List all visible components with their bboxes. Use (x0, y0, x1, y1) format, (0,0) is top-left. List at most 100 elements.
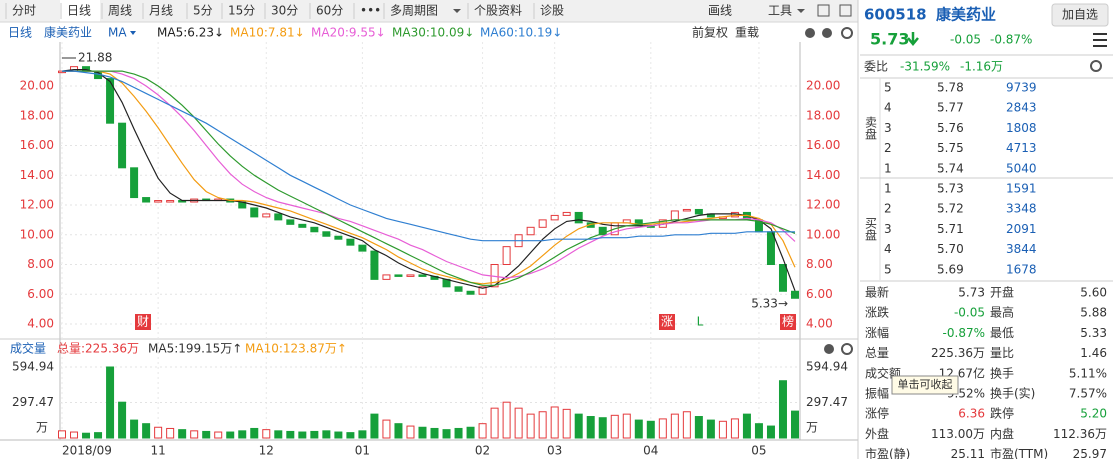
y-tick-label-right: 10.00 (806, 227, 840, 241)
zoom-in[interactable] (805, 28, 815, 38)
tool-draw[interactable]: 画线 (708, 4, 732, 18)
stat-value: 25.97 (1073, 447, 1107, 459)
y-tick-label: 594.94 (12, 360, 54, 374)
tab[interactable]: 5分 (193, 4, 213, 18)
settings[interactable] (841, 27, 853, 39)
book-volume: 1591 (1006, 182, 1037, 196)
adjust[interactable]: 前复权 (692, 25, 728, 40)
ratio-label: 委比 (864, 60, 888, 74)
event-label[interactable]: 榜 (782, 314, 794, 329)
volume-bar (322, 430, 331, 439)
candle (250, 207, 259, 218)
volume-bar (646, 420, 655, 439)
tool-tools[interactable]: 工具 (768, 4, 792, 18)
tab[interactable]: 周线 (108, 4, 132, 18)
volume-bar (526, 413, 535, 439)
event-label[interactable]: 财 (137, 315, 149, 329)
y-tick-label-right: 12.00 (806, 198, 840, 212)
volume-bar (274, 430, 283, 439)
volume-bar (466, 426, 475, 439)
candle (298, 223, 307, 228)
watch-button[interactable] (1051, 3, 1109, 27)
stat-value: 1.46 (1080, 346, 1107, 360)
volume-bar (178, 429, 187, 439)
book-level: 3 (884, 222, 892, 236)
candle (418, 274, 427, 277)
volume-unit: 万 (36, 421, 48, 435)
tab[interactable]: 分时 (12, 4, 36, 18)
tab[interactable]: 个股资料 (474, 4, 522, 18)
volume-bar (262, 429, 271, 439)
x-tick-label: 11 (150, 444, 165, 458)
book-price: 5.76 (937, 121, 964, 135)
volume-bar (754, 423, 763, 439)
price-pct: -0.87% (990, 33, 1032, 47)
period: 日线 (8, 26, 32, 40)
volume-bar (370, 413, 379, 439)
tab[interactable]: 60分 (316, 4, 343, 18)
stat-label: 涨幅 (865, 325, 889, 340)
reload[interactable]: 重载 (735, 26, 759, 40)
price-change: -0.05 (950, 33, 981, 47)
stat-value: -0.87% (943, 326, 985, 340)
tab[interactable]: 月线 (149, 4, 173, 18)
candle (670, 210, 679, 221)
candle (682, 208, 691, 212)
annotation: 21.88 (78, 51, 112, 65)
stat-value: 5.20 (1080, 407, 1107, 421)
toolbar (0, 0, 858, 22)
event-marker[interactable] (659, 314, 675, 330)
tooltip-text[interactable]: 单击可收起 (898, 377, 953, 391)
volume-bar (58, 430, 66, 439)
indicator-dropdown[interactable] (130, 31, 136, 35)
menu-icon[interactable] (1093, 33, 1107, 47)
tab[interactable]: ••• (360, 4, 381, 18)
quote-settings[interactable] (1090, 60, 1102, 72)
tooltip[interactable] (891, 375, 959, 395)
legend-entry: MA30:10.09↓ (392, 26, 474, 40)
event-marker[interactable] (780, 314, 796, 330)
candle (394, 274, 403, 277)
volume-ma10: MA10:123.87万↑ (245, 342, 347, 356)
indicator[interactable]: MA (108, 26, 127, 40)
book-price: 5.69 (937, 262, 964, 276)
stat-label: 市盈(TTM) (990, 446, 1048, 459)
tab[interactable]: 30分 (271, 4, 298, 18)
close-panel[interactable] (824, 344, 834, 354)
buy-label: 买盘 (864, 217, 878, 241)
fullscreen-icon[interactable] (817, 4, 830, 17)
y-tick-label-right: 16.00 (806, 138, 840, 152)
tab[interactable]: 15分 (228, 4, 255, 18)
candle (106, 78, 115, 124)
volume-bar (682, 411, 691, 439)
tab[interactable]: 日线 (67, 4, 91, 18)
tab[interactable]: 多周期图 (390, 4, 438, 18)
tab[interactable]: 诊股 (540, 4, 564, 18)
x-tick-label: 02 (475, 444, 490, 458)
stat-label: 最新 (865, 285, 889, 300)
dropdown-icon (453, 9, 461, 13)
event-label[interactable]: L (697, 315, 704, 329)
x-tick-label: 04 (643, 444, 658, 458)
zoom-out[interactable] (822, 28, 832, 38)
candle (526, 226, 535, 236)
event-label[interactable]: 涨 (661, 314, 673, 329)
candle (766, 231, 775, 265)
volume-bar (706, 419, 715, 439)
book-volume: 1808 (1006, 121, 1037, 135)
window-icon[interactable] (839, 4, 852, 17)
stock-title: 康美药业 (936, 6, 996, 24)
panel-settings[interactable] (841, 343, 853, 355)
candle (466, 290, 475, 295)
candle (791, 290, 799, 299)
book-price: 5.75 (937, 141, 964, 155)
stat-label: 换手(实) (990, 386, 1035, 401)
y-tick-label: 20.00 (20, 79, 54, 93)
book-price: 5.77 (937, 101, 964, 115)
volume-bar (490, 407, 499, 439)
watch-button-label[interactable]: 加自选 (1062, 8, 1098, 22)
y-tick-label: 12.00 (20, 198, 54, 212)
event-marker[interactable] (135, 314, 151, 330)
ma-line (62, 70, 796, 279)
book-level: 1 (884, 182, 892, 196)
